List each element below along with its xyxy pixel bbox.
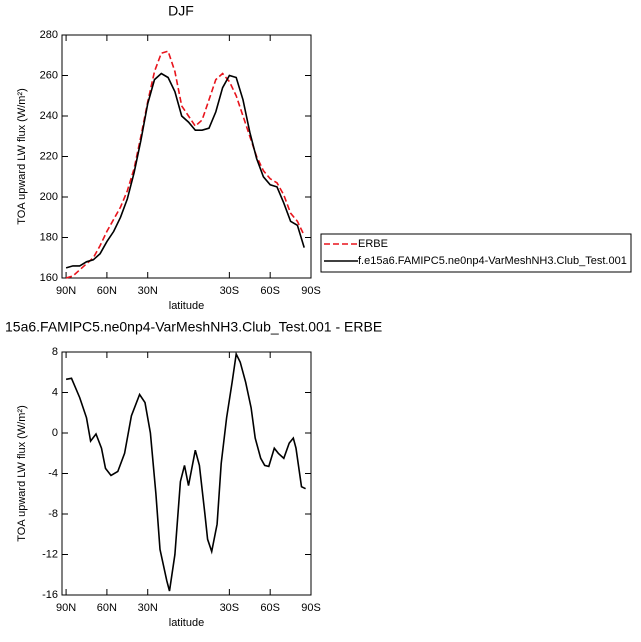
- y-tick-label: 8: [52, 346, 58, 358]
- y-tick-label: 200: [40, 191, 58, 203]
- x-tick-label: 60S: [260, 602, 280, 614]
- data-line: [65, 72, 305, 269]
- x-tick-label: 90S: [301, 285, 321, 297]
- y-tick-label: 160: [40, 272, 58, 284]
- plot-frame: [61, 34, 312, 279]
- x-axis-label: latitude: [169, 617, 204, 629]
- data-line: [65, 351, 306, 592]
- legend-label: ERBE: [358, 238, 388, 250]
- y-tick-label: -8: [48, 508, 58, 520]
- x-tick-label: 90S: [301, 602, 321, 614]
- x-axis-label: latitude: [169, 300, 204, 312]
- y-tick-label: 220: [40, 150, 58, 162]
- y-tick-label: -12: [42, 548, 58, 560]
- y-tick-label: 280: [40, 29, 58, 41]
- x-tick-label: 90N: [56, 285, 76, 297]
- legend-label: f.e15a6.FAMIPC5.ne0np4-VarMeshNH3.Club_T…: [358, 255, 627, 267]
- x-tick-label: 30S: [220, 602, 240, 614]
- data-line: [65, 50, 305, 279]
- x-tick-label: 60N: [97, 602, 117, 614]
- y-tick-label: -4: [48, 467, 58, 479]
- y-tick-label: 240: [40, 110, 58, 122]
- y-tick-label: -16: [42, 589, 58, 601]
- y-tick-label: 180: [40, 231, 58, 243]
- y-tick-label: 4: [52, 386, 58, 398]
- x-tick-label: 30N: [138, 602, 158, 614]
- x-tick-label: 30S: [220, 285, 240, 297]
- x-tick-label: 90N: [56, 602, 76, 614]
- chart-title: DJF: [168, 3, 194, 19]
- y-axis-label: TOA upward LW flux (W/m²): [16, 405, 28, 542]
- x-tick-label: 30N: [138, 285, 158, 297]
- y-axis-label: TOA upward LW flux (W/m²): [16, 88, 28, 225]
- y-tick-label: 260: [40, 69, 58, 81]
- y-tick-label: 0: [52, 427, 58, 439]
- chart-title: 15a6.FAMIPC5.ne0np4-VarMeshNH3.Club_Test…: [5, 319, 382, 335]
- x-tick-label: 60N: [97, 285, 117, 297]
- legend-box: [320, 233, 632, 273]
- x-tick-label: 60S: [260, 285, 280, 297]
